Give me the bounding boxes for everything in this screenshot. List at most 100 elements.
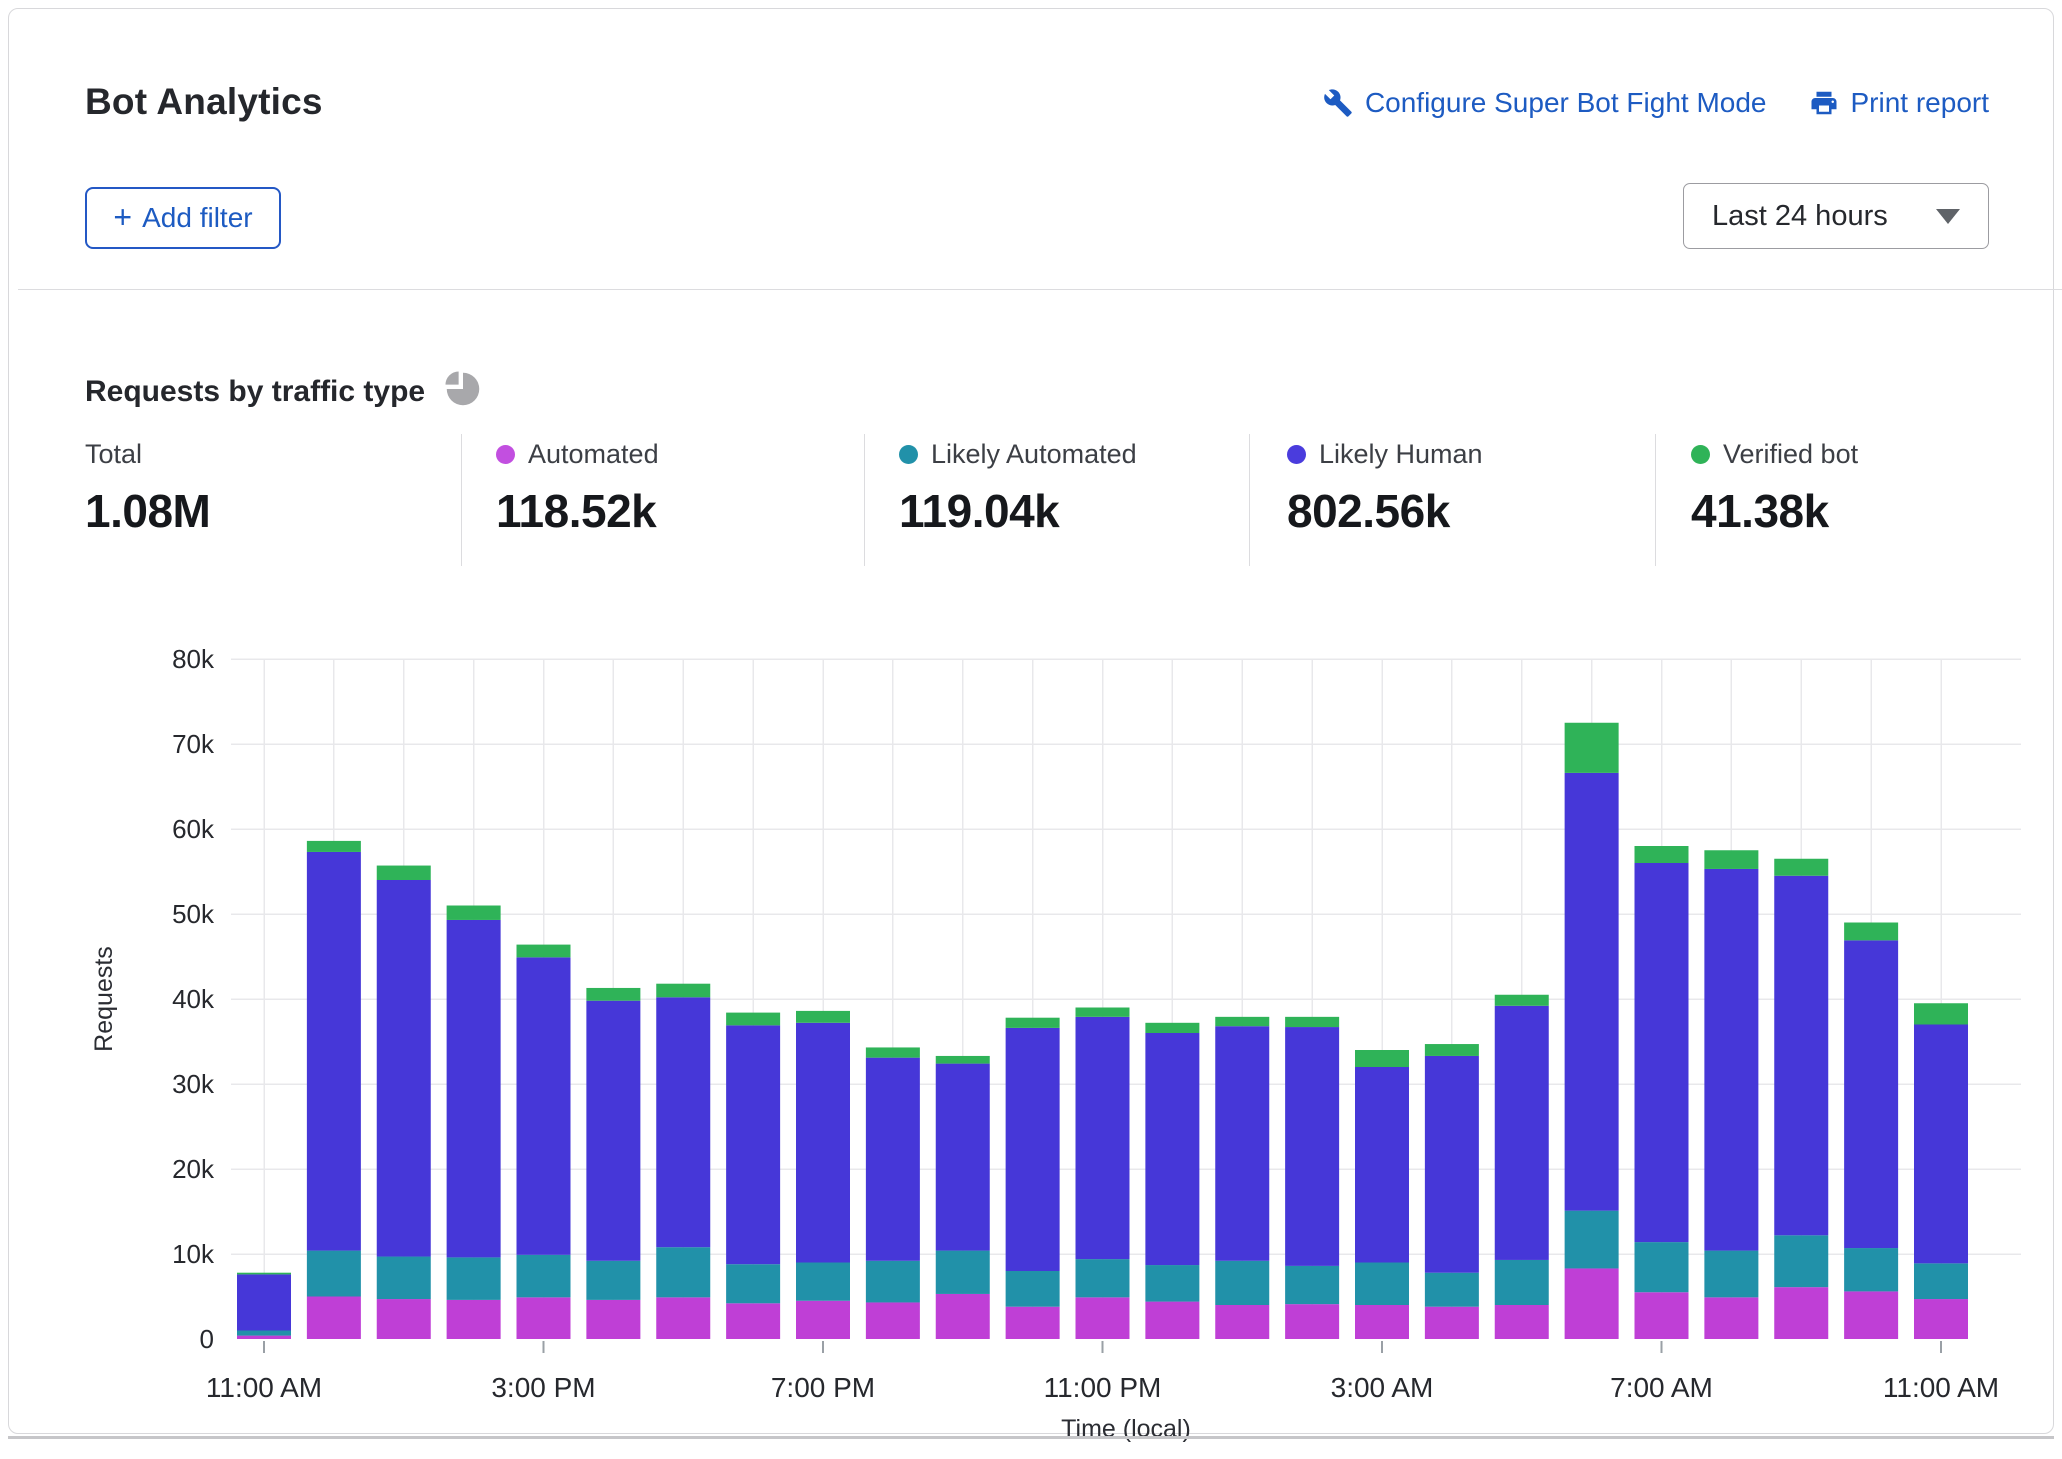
pie-chart-icon[interactable]	[443, 369, 483, 414]
bar-segment-likely-human	[1355, 1067, 1409, 1263]
bar-segment-likely-human	[376, 880, 431, 1257]
bot-analytics-card: Bot Analytics Configure Super Bot Fight …	[8, 8, 2062, 1443]
stat-value: 41.38k	[1691, 485, 1829, 537]
bar-segment-likely-automated	[1774, 1235, 1829, 1288]
bar-segment-automated	[865, 1302, 920, 1339]
bar-segment-verified-bot	[1564, 722, 1619, 773]
bar-segment-likely-automated	[865, 1260, 920, 1303]
bar-segment-verified-bot	[446, 905, 501, 920]
bar-segment-likely-automated	[726, 1264, 781, 1304]
bar-segment-likely-automated	[935, 1250, 990, 1294]
x-tick-label: 11:00 AM	[1883, 1372, 1999, 1403]
stat-divider	[1249, 434, 1250, 566]
bar-segment-verified-bot	[656, 983, 711, 998]
bar-segment-likely-human	[865, 1057, 920, 1261]
bar-segment-verified-bot	[1914, 1003, 1968, 1025]
bar-segment-verified-bot	[1145, 1022, 1200, 1033]
add-filter-button[interactable]: + Add filter	[85, 187, 281, 249]
verified-bot-dot	[1691, 445, 1710, 464]
chevron-down-icon	[1936, 208, 1960, 224]
y-tick-label: 40k	[172, 984, 215, 1014]
bar-segment-automated	[726, 1303, 781, 1339]
bar-segment-verified-bot	[376, 865, 431, 880]
bar-segment-automated	[1844, 1291, 1899, 1339]
bar-segment-likely-automated	[237, 1330, 291, 1336]
bar-segment-likely-human	[1844, 940, 1899, 1249]
x-tick-label: 7:00 AM	[1610, 1372, 1713, 1403]
bar-segment-automated	[1704, 1297, 1759, 1339]
bar-segment-likely-human	[1005, 1027, 1060, 1271]
y-tick-label: 60k	[172, 814, 215, 844]
bar-segment-likely-automated	[1914, 1263, 1968, 1300]
x-tick-label: 11:00 AM	[206, 1372, 322, 1403]
bar-segment-verified-bot	[865, 1047, 920, 1058]
bar-segment-automated	[1494, 1305, 1549, 1339]
bar-segment-likely-automated	[1424, 1272, 1479, 1307]
bar-segment-likely-human	[796, 1022, 850, 1263]
stat-label: Verified bot	[1723, 439, 1859, 469]
bar-segment-likely-human	[1494, 1005, 1549, 1260]
bar-segment-verified-bot	[1005, 1017, 1060, 1028]
stat-value: 1.08M	[85, 485, 211, 537]
bar-segment-likely-automated	[1355, 1262, 1409, 1305]
header-divider	[18, 289, 2062, 290]
stat-value: 119.04k	[899, 485, 1060, 537]
wrench-icon	[1323, 88, 1353, 118]
bar-segment-likely-human	[1424, 1055, 1479, 1273]
bar-segment-verified-bot	[306, 840, 361, 852]
next-card-top-edge	[8, 1436, 2054, 1439]
bar-segment-automated	[656, 1297, 711, 1339]
stats-row: Total 1.08M Automated 118.52k Likely Aut…	[9, 434, 2062, 574]
bar-segment-automated	[1564, 1268, 1619, 1339]
bar-segment-likely-human	[1634, 863, 1689, 1243]
stat-label: Automated	[528, 439, 659, 469]
configure-super-bot-fight-mode-link[interactable]: Configure Super Bot Fight Mode	[1323, 87, 1767, 119]
page-title: Bot Analytics	[85, 81, 323, 122]
bar-segment-likely-automated	[1145, 1265, 1200, 1302]
print-report-link[interactable]: Print report	[1809, 87, 1989, 119]
bar-segment-likely-automated	[1494, 1259, 1549, 1305]
stat-verified-bot: Verified bot 41.38k	[1691, 439, 1858, 538]
bar-segment-automated	[1215, 1305, 1270, 1339]
y-tick-label: 70k	[172, 729, 215, 759]
x-tick-label: 7:00 PM	[771, 1372, 875, 1403]
x-tick-label: 3:00 AM	[1331, 1372, 1434, 1403]
bar-segment-automated	[516, 1297, 571, 1339]
bar-segment-automated	[376, 1299, 431, 1339]
bar-segment-verified-bot	[1494, 994, 1549, 1006]
stat-divider	[1655, 434, 1656, 566]
requests-by-traffic-type-chart: 0 10k 20k 30k 40k 50k 60k 70k 80k 11:00 AM 3:00 PM…	[90, 644, 2021, 1443]
bar-segment-likely-human	[935, 1063, 990, 1251]
bar-segment-likely-human	[1145, 1033, 1200, 1266]
bar-segment-verified-bot	[1844, 922, 1899, 941]
bar-segment-likely-human	[1215, 1026, 1270, 1261]
stat-divider	[864, 434, 865, 566]
bar-segment-likely-automated	[1704, 1250, 1759, 1298]
bar-segment-automated	[1424, 1306, 1479, 1339]
time-range-select[interactable]: Last 24 hours	[1683, 183, 1989, 249]
bar-segment-verified-bot	[1424, 1044, 1479, 1056]
bar-segment-likely-human	[1704, 868, 1759, 1251]
bar-segment-verified-bot	[1774, 858, 1829, 876]
stat-total: Total 1.08M	[85, 439, 211, 538]
bar-segment-likely-automated	[1844, 1248, 1899, 1292]
y-tick-label: 0	[200, 1324, 214, 1354]
bar-segment-automated	[306, 1296, 361, 1339]
bar-segment-automated	[935, 1293, 990, 1339]
add-filter-label: Add filter	[142, 202, 253, 233]
bar-segment-likely-automated	[376, 1256, 431, 1300]
bar-segment-likely-automated	[1564, 1210, 1619, 1269]
stat-likely-human: Likely Human 802.56k	[1287, 439, 1483, 538]
bar-segment-automated	[237, 1335, 291, 1339]
bar-segment-likely-human	[726, 1025, 781, 1265]
stat-label: Total	[85, 439, 143, 469]
bar-segment-likely-human	[1774, 875, 1829, 1236]
stat-label: Likely Human	[1319, 439, 1483, 469]
header-actions: Configure Super Bot Fight Mode Print rep…	[1323, 87, 1989, 119]
bar-segment-likely-human	[1914, 1024, 1968, 1264]
bar-segment-likely-human	[306, 851, 361, 1251]
likely-automated-dot	[899, 445, 918, 464]
bar-segment-automated	[1005, 1306, 1060, 1339]
bar-segment-likely-automated	[1285, 1265, 1340, 1305]
bar-segment-likely-human	[586, 1000, 641, 1261]
